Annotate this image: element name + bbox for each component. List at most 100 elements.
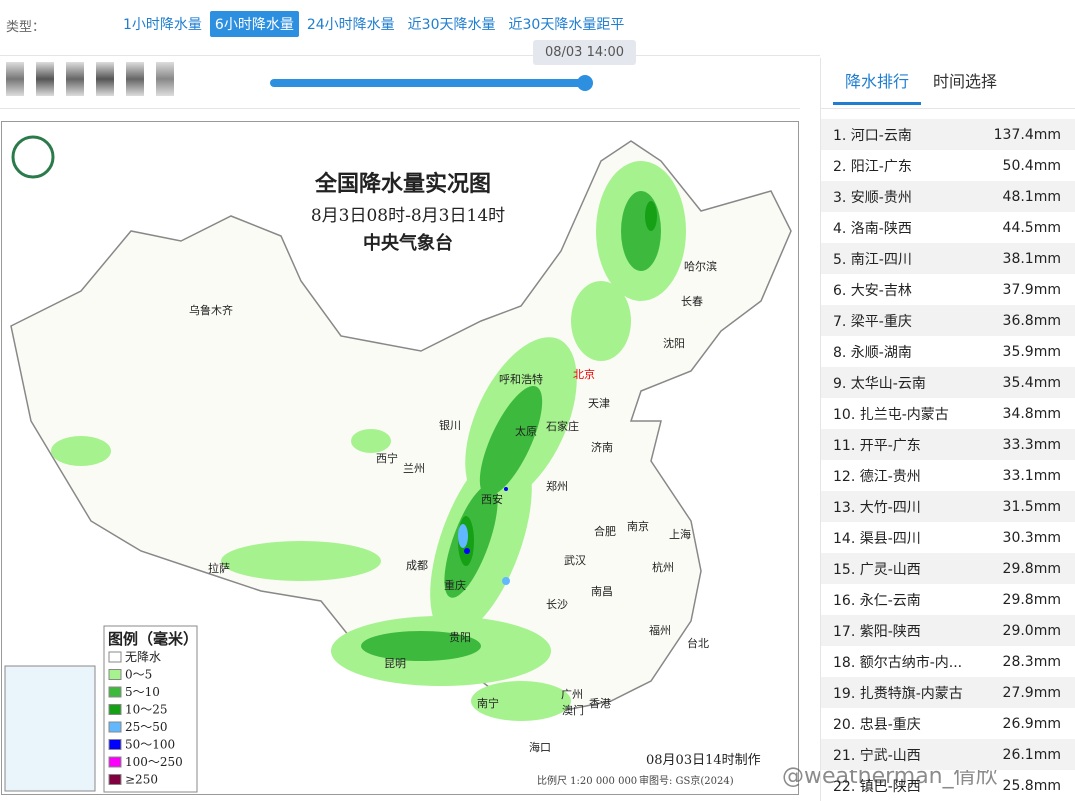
legend-label: 0～5	[125, 668, 152, 682]
legend-label: 25～50	[125, 720, 168, 734]
ranking-row[interactable]: 16. 永仁-云南 29.8mm	[821, 584, 1075, 615]
legend-label: 无降水	[125, 650, 161, 664]
ranking-row[interactable]: 14. 渠县-四川 30.3mm	[821, 522, 1075, 553]
slider-track[interactable]	[270, 79, 585, 87]
type-tab[interactable]: 24小时降水量	[306, 17, 395, 33]
slider-tooltip: 08/03 14:00	[533, 40, 636, 65]
ranking-row[interactable]: 2. 阳江-广东 50.4mm	[821, 150, 1075, 181]
city-label: 乌鲁木齐	[189, 303, 233, 317]
rainfall-value: 50.4mm	[1002, 157, 1061, 174]
station-name: 8. 永顺-湖南	[833, 344, 912, 361]
ranking-row[interactable]: 9. 太华山-云南 35.4mm	[821, 367, 1075, 398]
ranking-row[interactable]: 3. 安顺-贵州 48.1mm	[821, 181, 1075, 212]
filter-label: 类型：	[6, 20, 46, 35]
ranking-panel: 降水排行 时间选择 1. 河口-云南 137.4mm 2. 阳江-广东 50.4mm 3.…	[820, 58, 1075, 801]
city-label: 合肥	[594, 524, 616, 538]
legend-swatch	[108, 756, 122, 768]
rainfall-value: 26.9mm	[1002, 715, 1061, 732]
ranking-row[interactable]: 1. 河口-云南 137.4mm	[821, 119, 1075, 150]
type-tab[interactable]: 近30天降水量距平	[508, 17, 625, 33]
city-label: 呼和浩特	[499, 372, 543, 386]
city-label: 南昌	[591, 585, 613, 598]
legend-label: 100～250	[125, 755, 183, 769]
type-tab[interactable]: 近30天降水量	[407, 17, 496, 33]
ranking-row[interactable]: 6. 大安-吉林 37.9mm	[821, 274, 1075, 305]
station-name: 5. 南江-四川	[833, 251, 912, 268]
station-name: 12. 德江-贵州	[833, 468, 921, 485]
panel-tab[interactable]: 降水排行	[833, 58, 922, 105]
type-tab[interactable]: 6小时降水量	[209, 11, 299, 37]
station-name: 17. 紫阳-陕西	[833, 623, 921, 640]
ranking-list: 1. 河口-云南 137.4mm 2. 阳江-广东 50.4mm 3. 安顺-贵州 48.…	[821, 119, 1075, 801]
ranking-row[interactable]: 11. 开平-广东 33.3mm	[821, 429, 1075, 460]
legend-title: 图例（毫米）	[108, 630, 198, 648]
legend-label: 5～10	[125, 685, 160, 699]
made-time: 08月03日14时制作	[646, 753, 761, 768]
ranking-row[interactable]: 15. 广灵-山西 29.8mm	[821, 553, 1075, 584]
map-title: 全国降水量实况图	[314, 171, 491, 197]
ranking-row[interactable]: 8. 永顺-湖南 35.9mm	[821, 336, 1075, 367]
inset-map	[4, 665, 96, 792]
city-label: 济南	[591, 440, 613, 454]
station-name: 19. 扎赉特旗-内蒙古	[833, 685, 963, 702]
slider-knob[interactable]	[577, 75, 593, 91]
ranking-row[interactable]: 22. 镇巴-陕西 25.8mm	[821, 770, 1075, 801]
station-name: 20. 忠县-重庆	[833, 716, 921, 733]
rainfall-value: 25.8mm	[1002, 777, 1061, 794]
ranking-row[interactable]: 4. 洛南-陕西 44.5mm	[821, 212, 1075, 243]
rainfall-value: 137.4mm	[993, 126, 1061, 143]
ranking-row[interactable]: 18. 额尔古纳市-内... 28.3mm	[821, 646, 1075, 677]
ranking-row[interactable]: 5. 南江-四川 38.1mm	[821, 243, 1075, 274]
divider	[0, 108, 800, 109]
rainfall-value: 31.5mm	[1002, 498, 1061, 515]
ranking-row[interactable]: 12. 德江-贵州 33.1mm	[821, 460, 1075, 491]
map-agency: 中央气象台	[363, 232, 453, 254]
city-label: 福州	[649, 623, 671, 637]
rainfall-value: 29.8mm	[1002, 591, 1061, 608]
city-label: 太原	[515, 425, 537, 438]
city-label: 贵阳	[449, 631, 471, 644]
rainfall-value: 34.8mm	[1002, 405, 1061, 422]
city-label: 昆明	[384, 657, 406, 670]
city-label: 拉萨	[208, 561, 230, 575]
legend: 无降水 0～5 5～10 10～25 25～50 50～100 100～250 ≥250	[108, 650, 183, 787]
city-label: 南宁	[477, 696, 499, 710]
city-label: 香港	[589, 697, 611, 710]
rainfall-value: 33.1mm	[1002, 467, 1061, 484]
legend-swatch	[108, 704, 122, 715]
station-name: 15. 广灵-山西	[833, 561, 921, 578]
ranking-row[interactable]: 7. 梁平-重庆 36.8mm	[821, 305, 1075, 336]
ranking-row[interactable]: 13. 大竹-四川 31.5mm	[821, 491, 1075, 522]
ranking-row[interactable]: 21. 宁武-山西 26.1mm	[821, 739, 1075, 770]
rainfall-value: 33.3mm	[1002, 436, 1061, 453]
rainfall-value: 44.5mm	[1002, 219, 1061, 236]
station-name: 9. 太华山-云南	[833, 375, 926, 392]
panel-tabs: 降水排行 时间选择	[821, 58, 1075, 109]
rainfall-value: 26.1mm	[1002, 746, 1061, 763]
rainfall-value: 29.8mm	[1002, 560, 1061, 577]
panel-tab[interactable]: 时间选择	[933, 72, 998, 91]
city-label: 兰州	[403, 462, 425, 475]
station-name: 11. 开平-广东	[833, 437, 921, 454]
legend-label: ≥250	[125, 773, 158, 787]
city-label: 海口	[529, 740, 551, 754]
ranking-row[interactable]: 10. 扎兰屯-内蒙古 34.8mm	[821, 398, 1075, 429]
ranking-row[interactable]: 20. 忠县-重庆 26.9mm	[821, 708, 1075, 739]
city-label: 西宁	[376, 451, 398, 465]
legend-swatch	[108, 651, 122, 663]
station-name: 14. 渠县-四川	[833, 530, 921, 547]
legend-label: 10～25	[125, 703, 168, 717]
station-name: 3. 安顺-贵州	[833, 189, 912, 206]
city-label: 重庆	[444, 578, 466, 592]
ranking-row[interactable]: 17. 紫阳-陕西 29.0mm	[821, 615, 1075, 646]
city-label: 银川	[439, 418, 461, 432]
station-name: 6. 大安-吉林	[833, 282, 912, 299]
type-tabs: 1小时降水量 6小时降水量 24小时降水量 近30天降水量 近30天降水量距平	[118, 11, 632, 37]
city-label: 北京	[573, 367, 595, 381]
city-label: 武汉	[564, 554, 586, 567]
logo	[11, 135, 55, 179]
type-tab[interactable]: 1小时降水量	[123, 17, 202, 33]
ranking-row[interactable]: 19. 扎赉特旗-内蒙古 27.9mm	[821, 677, 1075, 708]
rainfall-value: 35.9mm	[1002, 343, 1061, 360]
